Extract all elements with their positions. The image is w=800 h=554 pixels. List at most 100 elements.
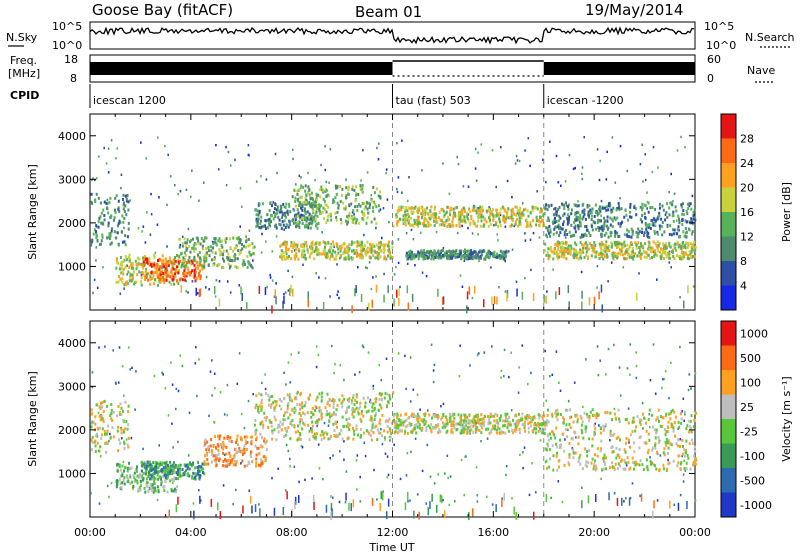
speck	[307, 171, 309, 175]
band-10-cell	[647, 225, 650, 229]
band-2-cell	[186, 467, 189, 471]
band-6-cell	[286, 242, 288, 246]
band-3-cell	[222, 266, 225, 269]
band-3-cell	[235, 460, 238, 464]
band-4-cell	[324, 406, 327, 410]
band-4-cell	[270, 213, 273, 217]
speck	[407, 500, 409, 503]
band-7-cell	[475, 211, 478, 215]
band-9-cell	[639, 254, 642, 258]
band-2-cell	[155, 267, 158, 271]
band-2-cell	[184, 469, 187, 473]
band-1-cell	[128, 253, 131, 257]
band-4-cell	[328, 397, 331, 401]
band-7-cell	[454, 214, 457, 218]
band-2-cell	[183, 274, 186, 278]
band-3-cell	[185, 248, 188, 252]
band-8-cell	[405, 254, 408, 258]
band-4-cell	[254, 406, 257, 410]
band-4-cell	[294, 396, 296, 400]
band-4-cell	[293, 406, 296, 410]
speck	[600, 199, 603, 203]
band-7-cell	[406, 209, 409, 213]
band-10-cell	[601, 206, 604, 210]
band-5-cell	[444, 422, 447, 426]
band-0-cell	[127, 445, 130, 449]
band-10-cell	[681, 212, 684, 216]
band-10-cell	[643, 231, 646, 235]
band-4-cell	[346, 406, 349, 410]
band-1-cell	[136, 479, 139, 483]
ground-streak	[491, 296, 493, 305]
band-3-cell	[245, 441, 247, 445]
band-10-cell	[651, 223, 654, 227]
band-4-cell	[258, 211, 261, 215]
band-7-cell	[469, 223, 472, 227]
band-4-cell	[311, 424, 314, 428]
band-10-cell	[685, 235, 688, 239]
band-3-cell	[214, 434, 216, 438]
band-8-cell	[435, 253, 438, 257]
speck	[275, 282, 277, 285]
speck	[265, 178, 268, 181]
band-5-cell	[370, 197, 373, 201]
band-7-cell	[459, 215, 462, 219]
speck	[539, 439, 542, 442]
band-3-cell	[229, 246, 232, 249]
band-7-cell	[477, 212, 480, 216]
speck	[505, 473, 507, 477]
band-2-cell	[152, 461, 155, 465]
band-6-cell	[380, 242, 383, 246]
speck	[118, 346, 121, 349]
band-9-cell	[552, 257, 555, 261]
band-4-cell	[305, 225, 308, 229]
band-10-cell	[550, 203, 553, 207]
band-3-cell	[218, 459, 220, 463]
band-5-cell	[366, 207, 369, 211]
band-0-cell	[111, 419, 114, 422]
speck	[315, 345, 318, 348]
band-6-cell	[287, 247, 290, 251]
band-7-cell	[525, 225, 528, 228]
band-2-cell	[184, 278, 187, 282]
band-8-cell	[407, 254, 409, 258]
band-9-cell	[672, 255, 675, 258]
band-10-cell	[602, 227, 605, 231]
speck	[381, 236, 383, 240]
band-1-cell	[154, 278, 157, 281]
band-1-cell	[125, 283, 127, 286]
band-10-cell	[606, 227, 609, 231]
band-7-cell	[407, 215, 410, 219]
band-1-cell	[123, 469, 125, 473]
band-10-cell	[642, 234, 645, 237]
band-4-cell	[347, 405, 350, 409]
band-4-cell	[278, 423, 281, 427]
band-2-cell	[188, 467, 191, 471]
band-3-cell	[243, 444, 246, 448]
speck	[672, 200, 674, 203]
band-4-cell	[384, 391, 387, 395]
speck	[503, 375, 505, 378]
speck	[300, 186, 302, 190]
band-4-cell	[370, 417, 373, 420]
band-7-cell	[434, 205, 437, 209]
speck	[506, 179, 509, 183]
band-6-cell	[343, 257, 346, 261]
band-3-cell	[228, 451, 231, 455]
band-2-cell	[193, 477, 195, 481]
band-7-cell	[463, 215, 466, 219]
speck	[486, 495, 488, 499]
band-3-cell	[225, 452, 228, 456]
speck	[575, 436, 577, 439]
band-10-cell	[601, 228, 604, 232]
band-7-cell	[433, 219, 436, 223]
speck	[330, 495, 332, 498]
band-8-cell	[459, 249, 462, 253]
speck	[385, 168, 388, 171]
band-7-cell	[456, 205, 459, 209]
band-3-cell	[236, 237, 239, 241]
speck	[606, 150, 608, 154]
speck	[447, 476, 449, 479]
speck	[152, 486, 154, 489]
band-4-cell	[348, 399, 350, 403]
